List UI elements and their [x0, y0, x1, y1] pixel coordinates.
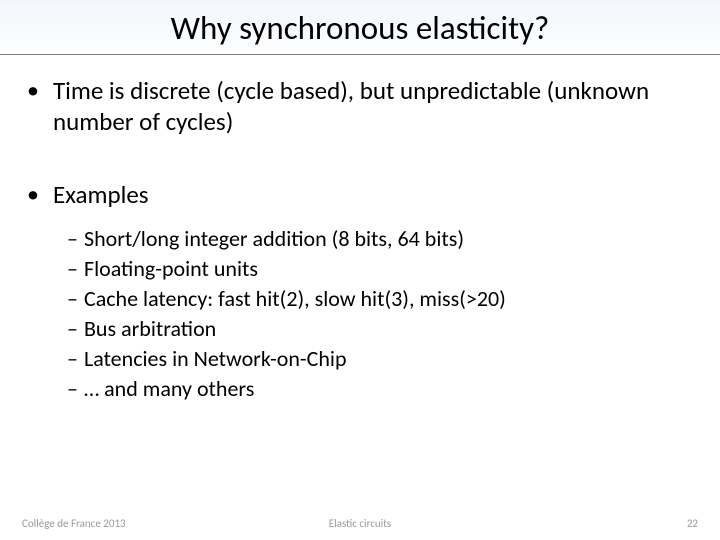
bullet-item: • Examples: [25, 179, 695, 211]
sub-bullet-item: – Floating-point units: [67, 255, 695, 283]
sub-bullet-item: – Latencies in Network-on-Chip: [67, 345, 695, 373]
bullet-marker: –: [67, 315, 78, 343]
slide-title-region: Why synchronous elasticity?: [0, 0, 720, 55]
bullet-marker: –: [67, 375, 78, 403]
slide-body: • Time is discrete (cycle based), but un…: [0, 55, 720, 403]
slide-title: Why synchronous elasticity?: [0, 8, 720, 48]
bullet-text: Floating-point units: [84, 255, 258, 283]
spacer: [25, 145, 695, 179]
sub-bullet-item: – … and many others: [67, 375, 695, 403]
sub-bullet-item: – Cache latency: fast hit(2), slow hit(3…: [67, 285, 695, 313]
slide-footer: Collège de France 2013 Elastic circuits …: [0, 517, 720, 530]
slide-number: 22: [687, 517, 698, 530]
footer-left: Collège de France 2013: [22, 517, 126, 530]
bullet-item: • Time is discrete (cycle based), but un…: [25, 75, 695, 137]
bullet-marker: •: [27, 179, 39, 211]
bullet-text: … and many others: [84, 375, 254, 403]
sub-bullet-item: – Short/long integer addition (8 bits, 6…: [67, 225, 695, 253]
sub-bullet-item: – Bus arbitration: [67, 315, 695, 343]
bullet-text: Latencies in Network-on-Chip: [84, 345, 347, 373]
bullet-text: Time is discrete (cycle based), but unpr…: [53, 75, 695, 137]
bullet-text: Bus arbitration: [84, 315, 216, 343]
bullet-marker: •: [27, 75, 39, 107]
bullet-marker: –: [67, 255, 78, 283]
bullet-marker: –: [67, 225, 78, 253]
bullet-text: Cache latency: fast hit(2), slow hit(3),…: [84, 285, 506, 313]
bullet-marker: –: [67, 285, 78, 313]
bullet-text: Short/long integer addition (8 bits, 64 …: [84, 225, 464, 253]
bullet-text: Examples: [53, 179, 149, 210]
bullet-marker: –: [67, 345, 78, 373]
